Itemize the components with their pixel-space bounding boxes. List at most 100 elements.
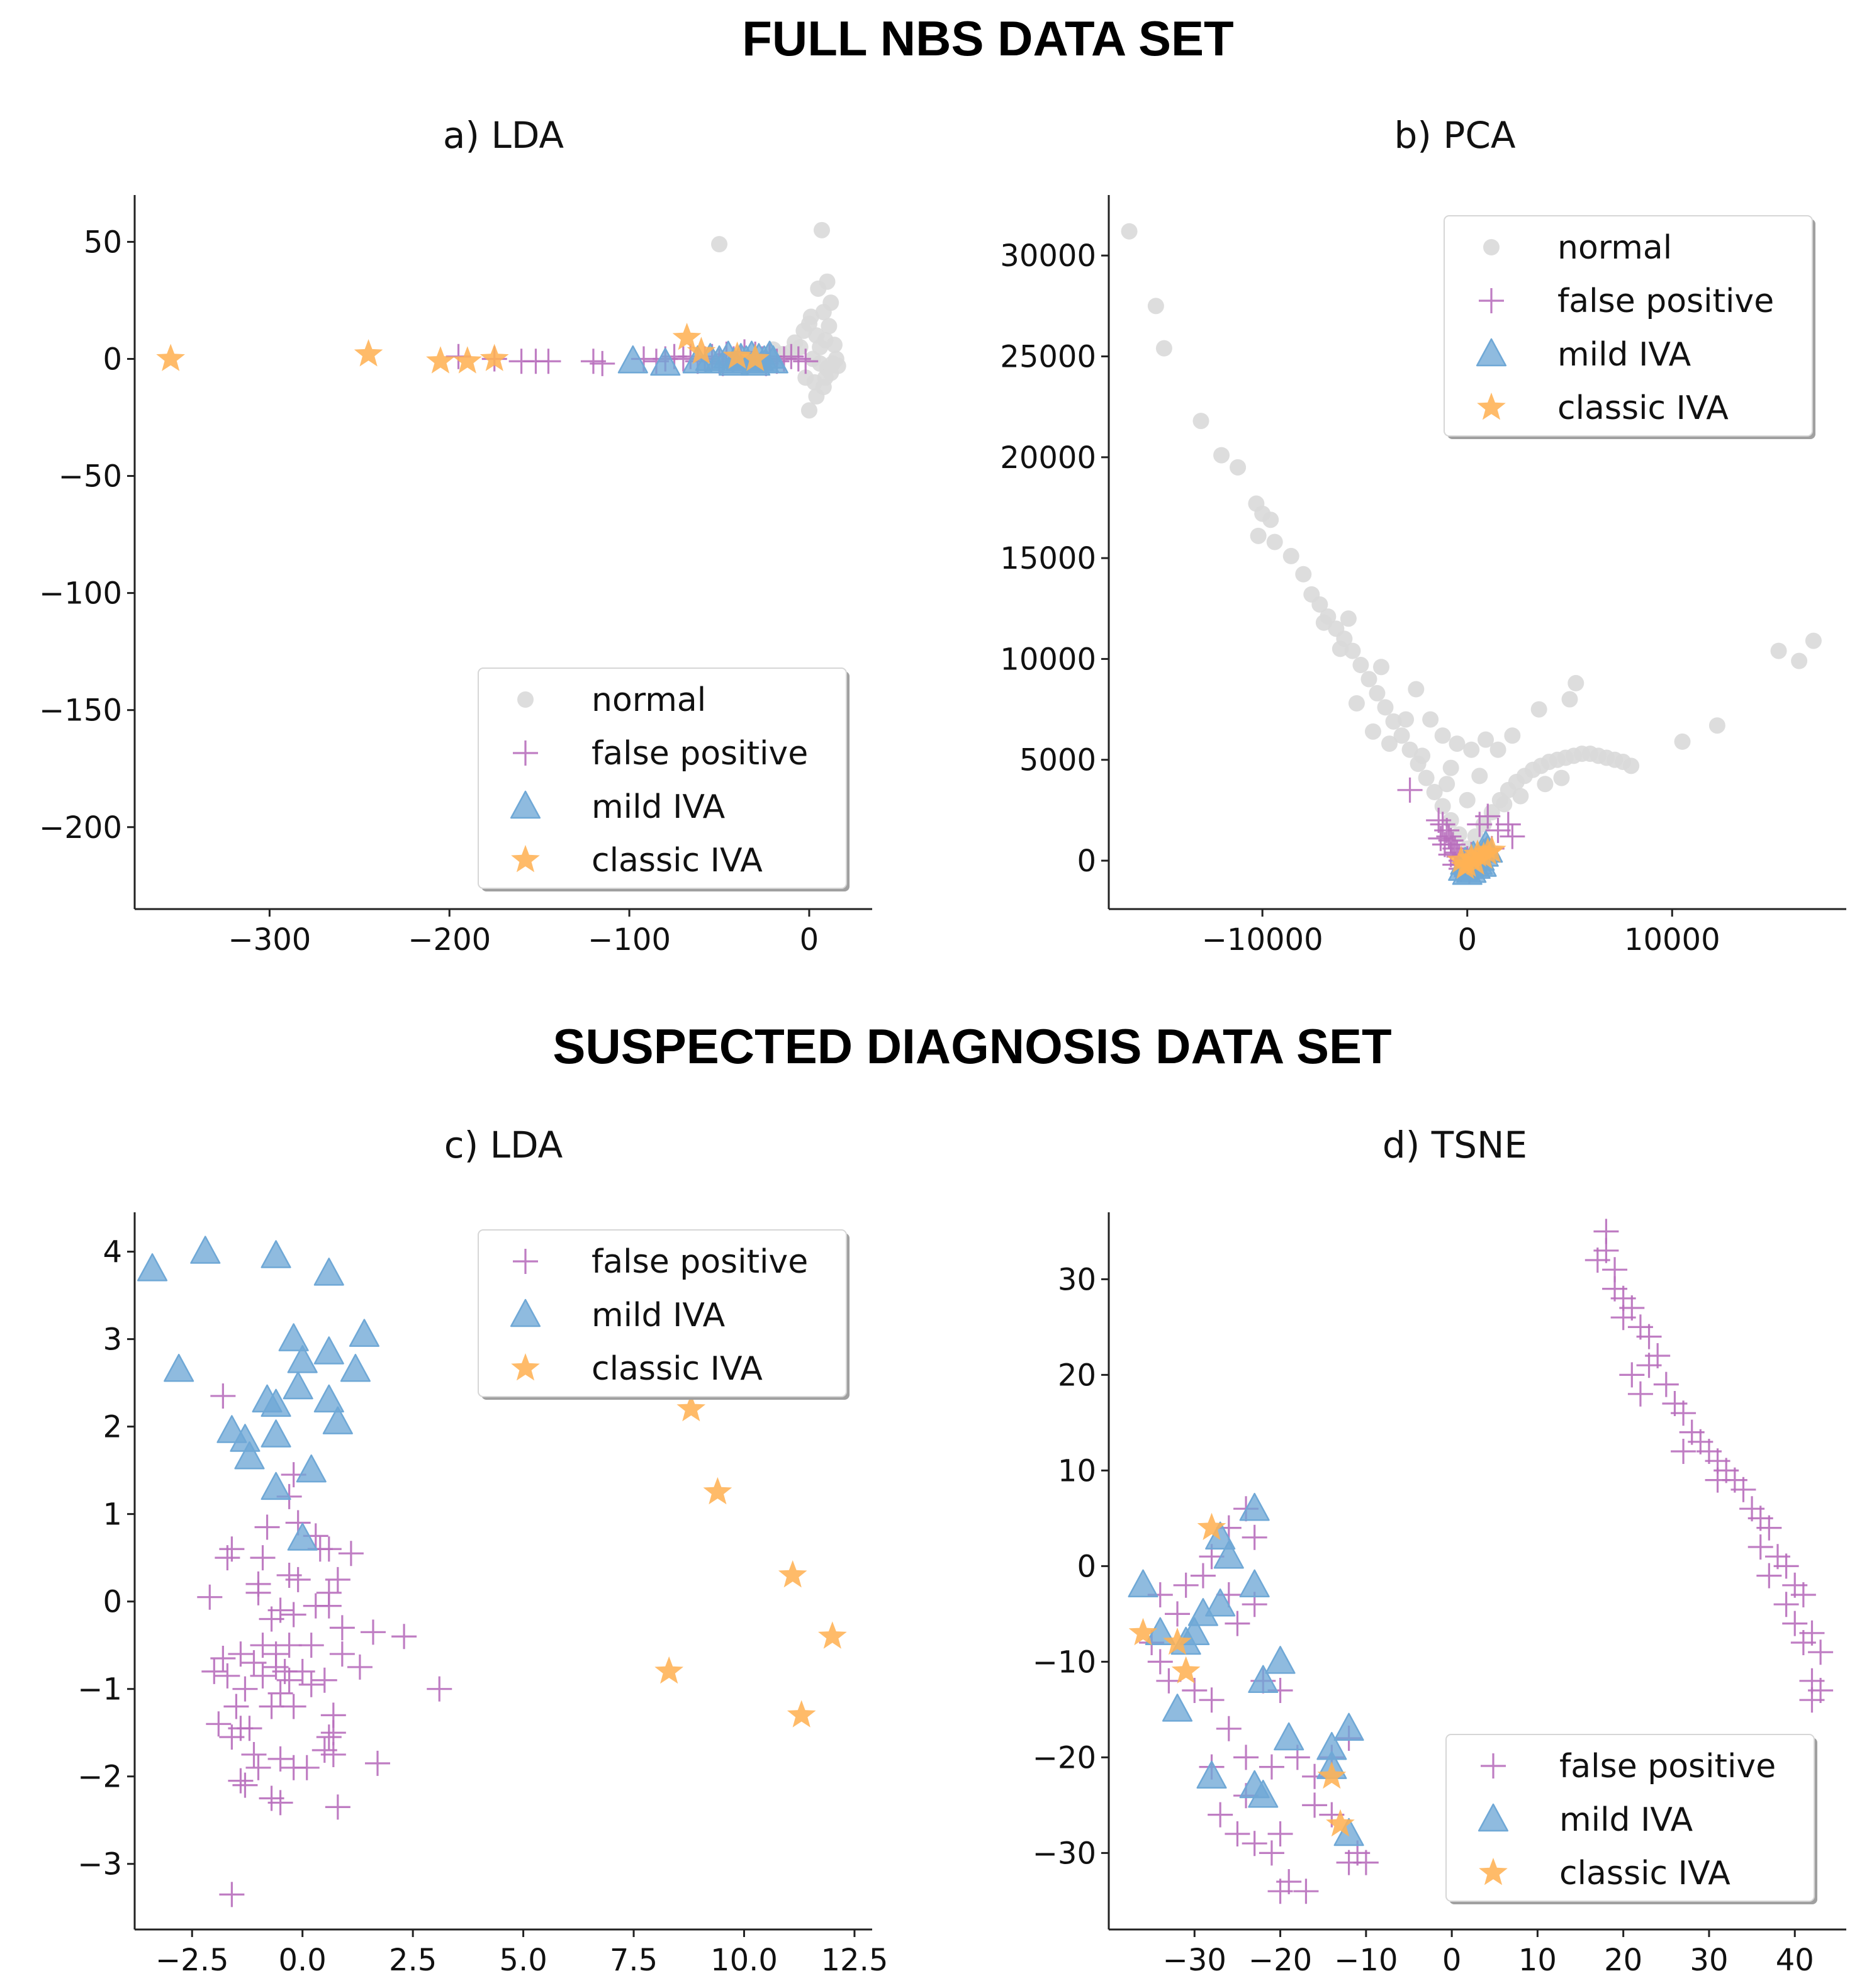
point-false-positive: [1233, 1745, 1259, 1770]
point-false-positive: [1199, 1687, 1225, 1713]
legend-marker-classic-iva: [511, 845, 540, 873]
legend-marker-false-positive: [513, 1249, 538, 1274]
panel-a-lda: a) LDA −300 −200 −100 0 50 0 −50 −100 −150 −200 n…: [39, 114, 872, 958]
point-false-positive: [1705, 1467, 1730, 1493]
point-false-positive: [1730, 1477, 1756, 1502]
x-tick-label: 0.0: [279, 1943, 327, 1978]
x-tick-label: −100: [588, 922, 671, 958]
point-false-positive: [1216, 1716, 1242, 1741]
legend-marker-false-positive: [1479, 288, 1504, 313]
point-false-positive: [311, 1667, 337, 1693]
point-false-positive: [1302, 1792, 1328, 1818]
legend-marker-mild-iva: [1476, 338, 1507, 367]
point-false-positive: [197, 1584, 223, 1610]
point-false-positive: [206, 1711, 232, 1737]
point-normal: [1372, 659, 1389, 676]
point-mild-iva: [340, 1353, 371, 1382]
point-classic-iva: [1473, 837, 1503, 865]
point-normal: [1369, 684, 1386, 701]
plot-area: [137, 1236, 847, 1907]
legend-marker-false-positive: [513, 740, 538, 766]
point-false-positive: [232, 1772, 258, 1798]
point-classic-iva: [354, 339, 383, 367]
point-false-positive: [281, 1694, 306, 1719]
point-false-positive: [1353, 1850, 1379, 1875]
panel-title: c) LDA: [444, 1124, 563, 1166]
point-false-positive: [1773, 1553, 1799, 1579]
x-tick-label: 2.5: [389, 1943, 437, 1978]
point-mild-iva: [1274, 1722, 1304, 1751]
point-false-positive: [1671, 1439, 1697, 1464]
point-normal: [1422, 711, 1439, 728]
section-title-suspected-diagnosis: SUSPECTED DIAGNOSIS DATA SET: [552, 1019, 1391, 1074]
point-false-positive: [316, 1593, 342, 1619]
point-false-positive: [1782, 1611, 1808, 1636]
point-mild-iva: [287, 1345, 318, 1373]
panel-title: d) TSNE: [1382, 1124, 1527, 1166]
point-false-positive: [1475, 803, 1501, 829]
point-mild-iva: [252, 1384, 283, 1413]
point-false-positive: [276, 1667, 302, 1693]
panel-title: b) PCA: [1394, 114, 1515, 157]
point-normal: [1496, 796, 1513, 813]
legend: normal false positive mild IVA classic IVA: [1444, 215, 1815, 439]
point-mild-iva: [234, 1441, 265, 1470]
point-false-positive: [320, 1720, 346, 1746]
point-classic-iva: [1461, 847, 1490, 875]
point-false-positive: [1799, 1687, 1825, 1713]
point-false-positive: [1790, 1630, 1816, 1655]
point-normal: [1568, 674, 1584, 691]
legend-label-classic-iva: classic IVA: [592, 842, 763, 880]
point-mild-iva: [1213, 1540, 1244, 1569]
point-normal: [800, 402, 817, 419]
point-false-positive: [267, 1790, 293, 1816]
point-normal: [1463, 741, 1480, 758]
legend-label-classic-iva: classic IVA: [1557, 389, 1729, 427]
point-mild-iva: [313, 1384, 344, 1413]
point-false-positive: [1165, 1601, 1191, 1627]
point-normal: [810, 280, 827, 297]
point-false-positive: [254, 1514, 280, 1540]
y-tick-label: 30000: [1000, 238, 1096, 274]
point-false-positive: [1756, 1563, 1782, 1589]
point-normal: [1434, 727, 1451, 744]
point-false-positive: [316, 1724, 342, 1750]
point-normal: [1791, 652, 1808, 669]
x-tick-label: 40: [1776, 1943, 1814, 1978]
x-tick-label: −300: [228, 922, 311, 958]
point-normal: [1192, 413, 1209, 430]
y-tick-label: −150: [39, 693, 122, 729]
point-mild-iva: [164, 1353, 194, 1382]
legend-marker-normal: [1483, 239, 1500, 255]
point-normal: [1121, 223, 1138, 240]
point-classic-iva: [703, 1477, 732, 1505]
legend-box: [1445, 1734, 1815, 1902]
point-mild-iva: [1248, 1779, 1279, 1808]
point-normal: [1674, 733, 1691, 750]
point-mild-iva: [261, 1240, 291, 1268]
legend-marker-mild-iva: [1478, 1803, 1509, 1832]
point-false-positive: [1293, 1879, 1319, 1904]
point-false-positive: [1671, 1400, 1697, 1426]
y-tick-label: −20: [1033, 1740, 1096, 1775]
legend-box: [478, 1229, 847, 1397]
point-false-positive: [1495, 812, 1521, 837]
point-normal: [1478, 731, 1495, 748]
point-false-positive: [364, 1750, 390, 1776]
x-tick-label: 10.0: [710, 1943, 778, 1978]
legend-box: [1444, 215, 1813, 437]
x-tick-label: 10: [1518, 1943, 1557, 1978]
section-title-full-nbs: FULL NBS DATA SET: [742, 11, 1233, 66]
point-classic-iva: [1171, 1656, 1201, 1684]
point-false-positive: [1636, 1353, 1662, 1378]
y-tick-label: 30: [1058, 1262, 1096, 1297]
point-normal: [1459, 791, 1476, 808]
legend-marker-classic-iva: [1477, 393, 1506, 420]
point-normal: [1414, 747, 1431, 764]
point-normal: [1442, 759, 1459, 776]
y-tick-label: 2: [103, 1410, 122, 1445]
point-false-positive: [1584, 1248, 1610, 1273]
point-false-positive: [294, 1755, 320, 1780]
y-tick-label: 25000: [1000, 339, 1096, 374]
legend: normal false positive mild IVA classic IVA: [478, 667, 850, 891]
